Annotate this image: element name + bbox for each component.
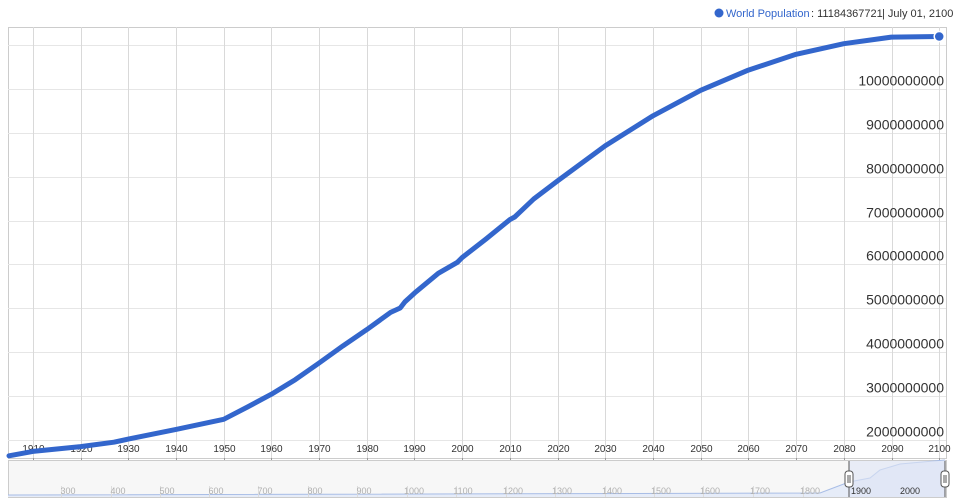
navigator-tick-label: 1400 [602, 486, 622, 496]
navigator-tick-label: 300 [60, 486, 75, 496]
navigator-tick-label: 1300 [552, 486, 572, 496]
x-tick-label: 1980 [356, 444, 379, 455]
horizontal-gridlines [8, 45, 946, 441]
navigator-selected-label: 1900 [851, 486, 871, 496]
navigator-tick-label: 1700 [750, 486, 770, 496]
navigator-tick-labels: 300 400 500 600 700 800 900 1000 1100 1200 1300 140… [60, 486, 820, 497]
navigator-tick-label: 1600 [700, 486, 720, 496]
vertical-gridlines [33, 27, 940, 462]
x-tick-label: 1930 [117, 444, 140, 455]
y-tick-label: 5000000000 [866, 292, 944, 308]
navigator-selected-labels: 1900 2000 [851, 486, 920, 496]
series-end-point[interactable] [933, 30, 945, 43]
navigator-selected-label: 2000 [900, 486, 920, 496]
x-tick-label: 2070 [785, 444, 808, 455]
navigator-tick-label: 1100 [453, 486, 472, 496]
x-tick-label: 2030 [594, 444, 617, 455]
legend-date: | July 01, 2100 [882, 8, 953, 20]
x-tick-label: 2020 [547, 444, 570, 455]
y-tick-label: 8000000000 [866, 161, 944, 177]
x-tick-label: 2060 [737, 444, 760, 455]
legend-marker-icon [714, 8, 724, 18]
legend: World Population : 11184367721 | July 01… [714, 8, 953, 20]
y-tick-label: 6000000000 [866, 248, 944, 264]
x-tick-label: 2090 [881, 444, 904, 455]
navigator-tick-label: 600 [208, 486, 223, 496]
navigator-tick-label: 800 [307, 486, 322, 496]
navigator-tick-label: 500 [159, 486, 174, 496]
navigator-selection[interactable] [849, 461, 945, 497]
x-tick-label: 1990 [403, 444, 426, 455]
x-tick-label: 2080 [833, 444, 856, 455]
navigator-left-handle[interactable] [844, 461, 854, 497]
x-tick-label: 1960 [260, 444, 283, 455]
x-tick-label: 2100 [928, 444, 951, 455]
y-tick-label: 2000000000 [866, 424, 944, 440]
series-line[interactable] [6, 34, 942, 459]
x-tick-label: 1950 [213, 444, 236, 455]
drag-handle-icon[interactable] [844, 470, 854, 488]
y-tick-label: 4000000000 [866, 336, 944, 352]
navigator-tick-label: 1500 [651, 486, 671, 496]
y-tick-label: 7000000000 [866, 205, 944, 221]
navigator-tick-label: 700 [257, 486, 272, 496]
navigator-tick-label: 1000 [404, 486, 424, 496]
navigator-background [8, 460, 947, 498]
navigator-tick-label: 400 [110, 486, 125, 496]
series-layer [6, 30, 945, 459]
navigator-tick-label: 1200 [503, 486, 523, 496]
navigator-right-handle[interactable] [940, 461, 950, 497]
x-tick-label: 2050 [690, 444, 713, 455]
x-tick-label: 1920 [70, 444, 93, 455]
drag-handle-icon[interactable] [940, 470, 950, 488]
y-axis-labels: 2000000000 3000000000 4000000000 5000000000… [858, 73, 944, 440]
range-navigator[interactable]: 300 400 500 600 700 800 900 1000 1100 1200 1300 140… [7, 459, 950, 498]
y-tick-label: 10000000000 [858, 73, 944, 89]
x-tick-label: 2000 [451, 444, 474, 455]
navigator-tick-label: 900 [356, 486, 371, 496]
x-tick-label: 1970 [308, 444, 331, 455]
legend-value: : 11184367721 [811, 8, 883, 20]
x-tick-label: 2010 [499, 444, 522, 455]
y-tick-label: 9000000000 [866, 117, 944, 133]
x-tick-label: 1940 [165, 444, 188, 455]
x-axis-labels: 1910 1920 1930 1940 1950 1960 1970 1980 1990 2000… [22, 444, 951, 455]
x-tick-label: 2040 [642, 444, 665, 455]
navigator-tick-label: 1800 [800, 486, 820, 496]
legend-series-name: World Population [726, 8, 810, 20]
y-tick-label: 3000000000 [866, 380, 944, 396]
